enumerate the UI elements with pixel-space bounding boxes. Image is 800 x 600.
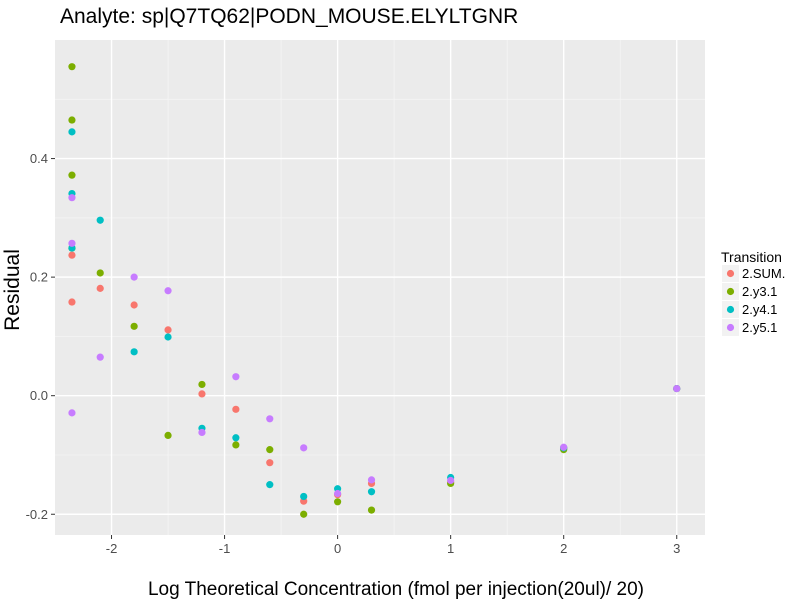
- legend-label: 2.SUM.: [742, 266, 785, 281]
- data-point-2-y3-1: [164, 431, 172, 440]
- data-point-2-y3-1: [300, 510, 308, 518]
- data-point-2-y3-1: [130, 322, 138, 330]
- y-axis-ticks: -0.2 0.0 0.2 0.4: [26, 151, 55, 522]
- data-point-2-sum: [266, 459, 274, 467]
- data-point-2-y4-1: [232, 434, 240, 442]
- data-point-2-y5-1: [164, 287, 172, 295]
- legend-key-marker: [726, 269, 735, 278]
- data-point-2-y5-1: [300, 444, 308, 452]
- y-axis-title: Residual: [1, 249, 24, 331]
- data-point-2-y5-1: [68, 239, 76, 247]
- panel-background: [55, 40, 705, 535]
- data-point-2-sum: [68, 298, 76, 306]
- data-point-2-y3-1: [232, 441, 240, 449]
- data-point-2-y3-1: [96, 269, 104, 277]
- y-tick-label: 0.2: [30, 270, 48, 285]
- data-point-2-sum: [232, 405, 240, 413]
- data-point-2-y4-1: [164, 333, 172, 341]
- data-point-2-y4-1: [68, 128, 76, 136]
- y-tick-label: -0.2: [26, 507, 48, 522]
- data-point-2-y5-1: [68, 194, 76, 202]
- x-tick-label: -1: [219, 541, 231, 556]
- legend-label: 2.y5.1: [742, 320, 777, 335]
- chart-title: Analyte: sp|Q7TQ62|PODN_MOUSE.ELYLTGNR: [60, 5, 518, 28]
- data-point-2-y5-1: [367, 476, 376, 484]
- data-point-2-y4-1: [96, 216, 104, 224]
- x-tick-label: 3: [673, 541, 680, 556]
- data-point-2-y3-1: [334, 498, 342, 506]
- data-point-2-y5-1: [96, 353, 104, 361]
- legend-title: Transition: [721, 249, 782, 265]
- data-point-2-y4-1: [300, 492, 308, 501]
- data-point-2-y4-1: [266, 481, 274, 489]
- plot-panel: [55, 40, 705, 535]
- legend-key-marker: [726, 305, 735, 314]
- x-tick-label: -2: [106, 541, 118, 556]
- data-point-2-y5-1: [68, 409, 76, 417]
- data-point-2-sum: [96, 284, 104, 292]
- data-point-2-y4-1: [130, 348, 138, 356]
- data-point-2-sum: [198, 390, 206, 398]
- data-point-2-y5-1: [334, 489, 342, 498]
- data-point-2-y5-1: [130, 273, 138, 281]
- data-point-2-y5-1: [673, 384, 681, 393]
- legend-key-marker: [726, 287, 735, 296]
- data-point-2-y5-1: [447, 476, 455, 485]
- data-point-2-y3-1: [68, 63, 76, 71]
- data-point-2-y3-1: [68, 116, 76, 124]
- data-point-2-sum: [68, 251, 76, 259]
- legend-label: 2.y4.1: [742, 302, 777, 317]
- x-axis-ticks: -2 -1 0 1 2 3: [106, 535, 680, 556]
- data-point-2-sum: [130, 301, 138, 309]
- data-point-2-y5-1: [266, 415, 274, 423]
- data-points: [68, 63, 681, 518]
- data-point-2-y3-1: [68, 171, 76, 179]
- data-point-2-y5-1: [198, 428, 206, 437]
- legend: Transition 2.SUM. 2.y3.1 2.y4.1 2.y5.1: [721, 249, 785, 336]
- x-tick-label: 1: [447, 541, 454, 556]
- data-point-2-y3-1: [367, 506, 376, 514]
- y-tick-label: 0.4: [30, 151, 48, 166]
- legend-label: 2.y3.1: [742, 284, 777, 299]
- data-point-2-sum: [164, 326, 172, 334]
- data-point-2-y5-1: [560, 443, 568, 451]
- data-point-2-y4-1: [367, 488, 376, 496]
- data-point-2-y3-1: [198, 380, 206, 389]
- x-axis-title: Log Theoretical Concentration (fmol per …: [148, 579, 644, 600]
- y-tick-label: 0.0: [30, 388, 48, 403]
- points-group: [68, 63, 681, 518]
- data-point-2-y3-1: [266, 446, 274, 454]
- x-tick-label: 2: [560, 541, 567, 556]
- data-point-2-y5-1: [232, 373, 240, 381]
- legend-key-marker: [726, 323, 735, 332]
- x-tick-label: 0: [334, 541, 341, 556]
